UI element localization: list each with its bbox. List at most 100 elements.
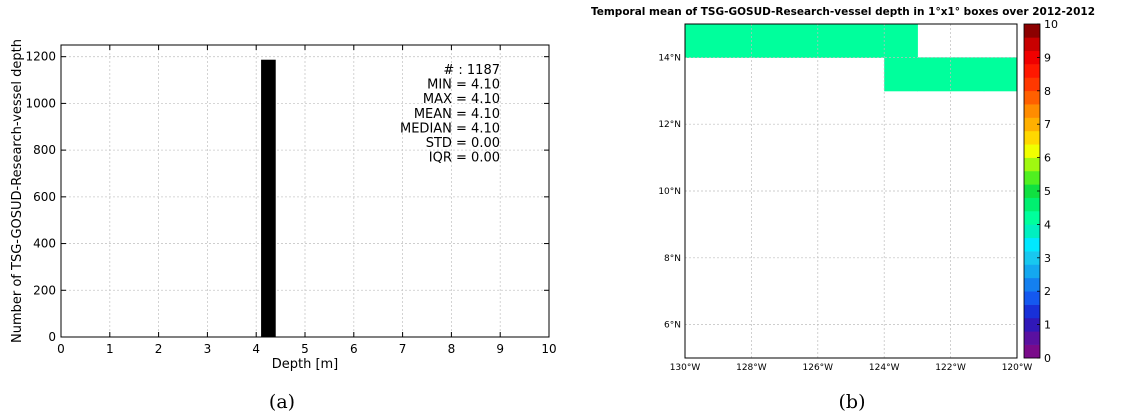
colorbar-segment	[1024, 144, 1040, 158]
x-tick-label: 9	[496, 342, 504, 356]
colorbar-tick-label: 5	[1044, 185, 1051, 198]
colorbar-tick-label: 10	[1044, 18, 1058, 31]
map-y-tick-label: 10°N	[658, 187, 681, 197]
map-cell	[950, 57, 985, 92]
colorbar-tick-label: 6	[1044, 152, 1051, 165]
map-cell	[884, 24, 918, 58]
y-tick-label: 1000	[25, 96, 56, 110]
colorbar-tick-label: 0	[1044, 352, 1051, 365]
y-tick-label: 400	[33, 237, 56, 251]
map-cell	[751, 24, 786, 58]
colorbar-segment	[1024, 197, 1040, 212]
colorbar-segment	[1024, 104, 1040, 118]
stats-line: # : 1187	[443, 63, 500, 78]
map-x-tick-label: 124°W	[869, 363, 900, 373]
x-tick-label: 1	[106, 342, 114, 356]
colorbar-segment	[1024, 37, 1040, 52]
colorbar-segment	[1024, 331, 1040, 345]
map-y-tick-labels: 6°N 8°N 10°N 12°N 14°N	[658, 53, 681, 330]
map-y-tick-label: 14°N	[658, 53, 681, 63]
map-x-tick-label: 130°W	[670, 363, 701, 373]
histogram-y-axis-label: Number of TSG-GOSUD-Research-vessel dept…	[10, 39, 25, 343]
x-tick-label: 2	[155, 342, 163, 356]
colorbar-tick-label: 9	[1044, 51, 1051, 64]
map-x-tick-label: 120°W	[1002, 363, 1033, 373]
x-tick-label: 6	[350, 342, 358, 356]
x-tick-label: 0	[57, 342, 65, 356]
stats-line: MEAN = 4.10	[414, 107, 500, 122]
x-tick-label: 3	[204, 342, 212, 356]
map-cell	[784, 24, 819, 58]
colorbar-tick-labels: 0 1 2 3 4 5 6 7 8 9 10	[1044, 18, 1058, 365]
x-tick-label: 4	[252, 342, 260, 356]
colorbar-tick-label: 2	[1044, 285, 1051, 298]
x-tick-label: 10	[541, 342, 556, 356]
map-x-tick-label: 126°W	[803, 363, 834, 373]
colorbar-segment	[1024, 130, 1040, 145]
histogram-x-axis-label: Depth [m]	[272, 357, 339, 372]
map-cell	[884, 57, 918, 92]
colorbar-segment	[1024, 304, 1040, 319]
stats-line: IQR = 0.00	[429, 151, 500, 166]
histogram-ticks	[60, 45, 550, 338]
x-tick-label: 7	[399, 342, 407, 356]
colorbar-segment	[1024, 224, 1040, 239]
map-cell	[917, 57, 952, 92]
histogram-panel: 0 1 2 3 4 5 6 7 8 9 10 0 200 400 600 800 1000 1200 # : 1…	[10, 39, 557, 413]
y-tick-label: 1200	[25, 50, 56, 64]
histogram-y-tick-labels: 0 200 400 600 800 1000 1200	[25, 50, 56, 344]
stats-line: MEDIAN = 4.10	[400, 121, 500, 136]
colorbar-segment	[1024, 157, 1040, 172]
map-cell	[851, 24, 885, 58]
colorbar-segment	[1024, 64, 1040, 78]
colorbar-segment	[1024, 24, 1040, 38]
map-x-tick-label: 128°W	[736, 363, 767, 373]
histogram-bar	[261, 59, 276, 338]
colorbar-tick-label: 3	[1044, 252, 1051, 265]
colorbar-segment	[1024, 77, 1040, 92]
y-tick-label: 600	[33, 190, 56, 204]
colorbar-segment	[1024, 251, 1040, 265]
stats-line: STD = 0.00	[426, 136, 500, 151]
colorbar-tick-label: 1	[1044, 319, 1051, 332]
map-y-tick-label: 8°N	[664, 254, 681, 264]
map-title: Temporal mean of TSG-GOSUD-Research-vess…	[591, 6, 1095, 18]
colorbar-tick-label: 7	[1044, 118, 1051, 131]
y-tick-label: 0	[48, 330, 56, 344]
colorbar-segment	[1024, 211, 1040, 225]
x-tick-label: 5	[301, 342, 309, 356]
panel-label-b: (b)	[839, 391, 866, 413]
map-axes-frame	[684, 23, 1018, 359]
colorbar-segment	[1024, 237, 1040, 252]
panel-label-a: (a)	[269, 391, 295, 413]
stats-line: MIN = 4.10	[427, 78, 500, 93]
colorbar-segment	[1024, 277, 1040, 292]
map-cell	[817, 24, 852, 58]
map-cell	[685, 24, 719, 58]
colorbar-tick-label: 8	[1044, 85, 1051, 98]
map-cells	[685, 24, 1018, 92]
colorbar-tick-label: 4	[1044, 218, 1051, 231]
colorbar-segment	[1024, 184, 1040, 198]
histogram-grid	[60, 45, 550, 338]
map-x-tick-labels: 130°W 128°W 126°W 124°W 122°W 120°W	[670, 363, 1033, 373]
histogram-bars	[261, 59, 276, 338]
colorbar-segment	[1024, 264, 1040, 279]
colorbar-segment	[1024, 50, 1040, 65]
map-panel: Temporal mean of TSG-GOSUD-Research-vess…	[591, 6, 1095, 413]
colorbar-segment	[1024, 291, 1040, 305]
map-x-tick-label: 122°W	[935, 363, 966, 373]
map-y-tick-label: 6°N	[664, 321, 681, 331]
colorbar-segment	[1024, 317, 1040, 332]
colorbar-segment	[1024, 90, 1040, 105]
x-tick-label: 8	[448, 342, 456, 356]
y-tick-label: 800	[33, 143, 56, 157]
colorbar-segment	[1024, 344, 1040, 359]
colorbar	[1023, 23, 1041, 359]
map-grid	[684, 24, 1018, 358]
map-cell	[983, 57, 1018, 92]
map-cell	[718, 24, 752, 58]
colorbar-segment	[1024, 117, 1040, 132]
